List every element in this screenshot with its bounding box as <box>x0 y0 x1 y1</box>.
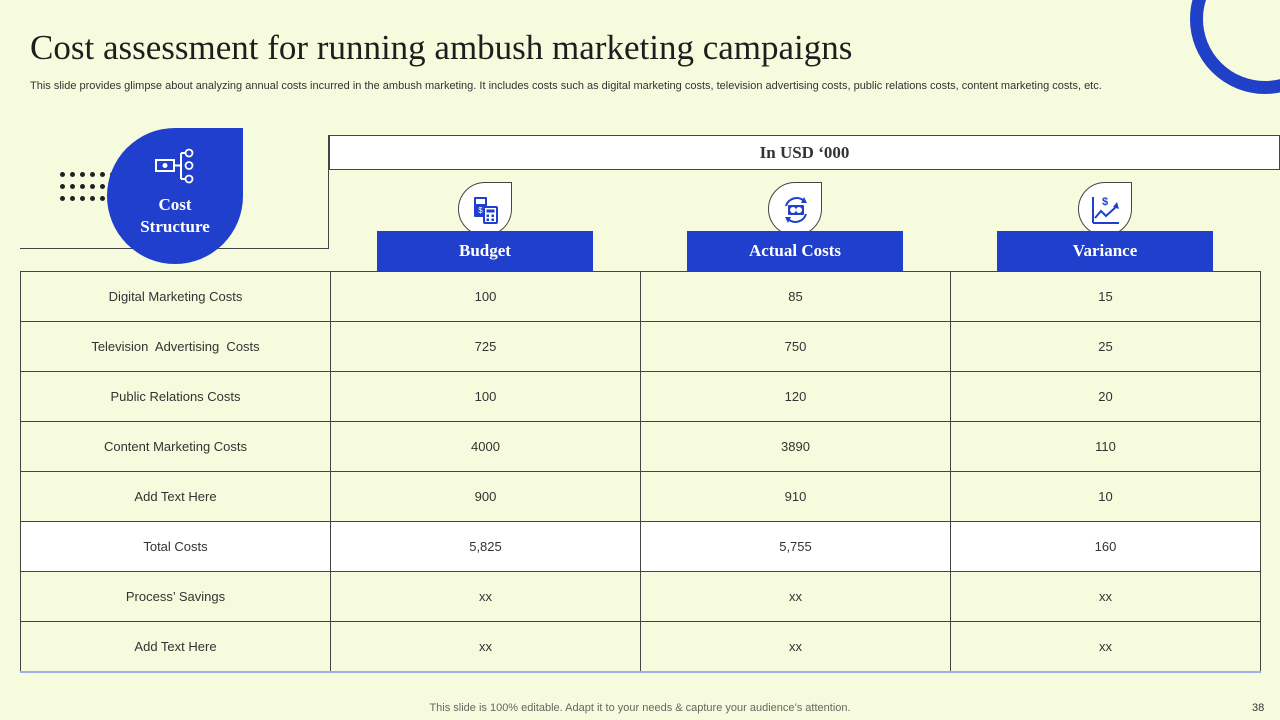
slide-title: Cost assessment for running ambush marke… <box>30 28 853 67</box>
budget-cell: 100 <box>330 371 641 422</box>
variance-cell: 20 <box>950 371 1261 422</box>
total-row: Total Costs 5,825 5,755 160 <box>20 521 1261 572</box>
budget-calculator-icon: $ <box>458 182 512 236</box>
slide-subtitle: This slide provides glimpse about analyz… <box>30 80 1102 92</box>
actual-cell: 3890 <box>640 421 951 472</box>
actual-cell: xx <box>640 571 951 622</box>
variance-cell: xx <box>950 571 1261 622</box>
row-label: Add Text Here <box>20 471 331 522</box>
variance-cell: 10 <box>950 471 1261 522</box>
actual-cell: xx <box>640 621 951 673</box>
budget-cell: xx <box>330 571 641 622</box>
variance-cell: 15 <box>950 271 1261 322</box>
page-number: 38 <box>1252 702 1265 714</box>
actual-cell: 750 <box>640 321 951 372</box>
column-header-actual-costs: Actual Costs <box>687 231 903 271</box>
budget-cell: xx <box>330 621 641 673</box>
actual-cell: 85 <box>640 271 951 322</box>
table-row: Add Text Here xx xx xx <box>20 621 1261 673</box>
footer-note: This slide is 100% editable. Adapt it to… <box>429 702 851 714</box>
row-label: Public Relations Costs <box>20 371 331 422</box>
budget-cell: 725 <box>330 321 641 372</box>
svg-text:$: $ <box>478 206 483 215</box>
actual-cell: 910 <box>640 471 951 522</box>
row-label: Content Marketing Costs <box>20 421 331 472</box>
table-row: Content Marketing Costs 4000 3890 110 <box>20 421 1261 472</box>
column-header-budget: Budget <box>377 231 593 271</box>
row-label: Television Advertising Costs <box>20 321 331 372</box>
budget-cell: 5,825 <box>330 521 641 572</box>
cost-structure-badge: Cost Structure <box>107 128 243 264</box>
row-label: Process’ Savings <box>20 571 331 622</box>
variance-cell: 25 <box>950 321 1261 372</box>
row-label: Digital Marketing Costs <box>20 271 331 322</box>
column-header-variance: Variance <box>997 231 1213 271</box>
variance-cell: xx <box>950 621 1261 673</box>
variance-cell: 160 <box>950 521 1261 572</box>
table-row: Public Relations Costs 100 120 20 <box>20 371 1261 422</box>
unit-header: In USD ‘000 <box>329 135 1280 170</box>
table-row: Digital Marketing Costs 100 85 15 <box>20 271 1261 322</box>
table-row: Television Advertising Costs 725 750 25 <box>20 321 1261 372</box>
table-row: Add Text Here 900 910 10 <box>20 471 1261 522</box>
budget-cell: 4000 <box>330 421 641 472</box>
cost-table: Digital Marketing Costs 100 85 15 Televi… <box>20 271 1261 673</box>
dollar-chart-icon: $ <box>1078 182 1132 236</box>
cost-structure-icon <box>155 148 194 184</box>
actual-cell: 120 <box>640 371 951 422</box>
cost-structure-label: Cost Structure <box>140 195 210 236</box>
budget-cell: 100 <box>330 271 641 322</box>
budget-cell: 900 <box>330 471 641 522</box>
row-label: Total Costs <box>20 521 331 572</box>
svg-text:$: $ <box>1102 196 1108 208</box>
variance-cell: 110 <box>950 421 1261 472</box>
table-row: Process’ Savings xx xx xx <box>20 571 1261 622</box>
row-label: Add Text Here <box>20 621 331 673</box>
money-exchange-icon <box>768 182 822 236</box>
actual-cell: 5,755 <box>640 521 951 572</box>
